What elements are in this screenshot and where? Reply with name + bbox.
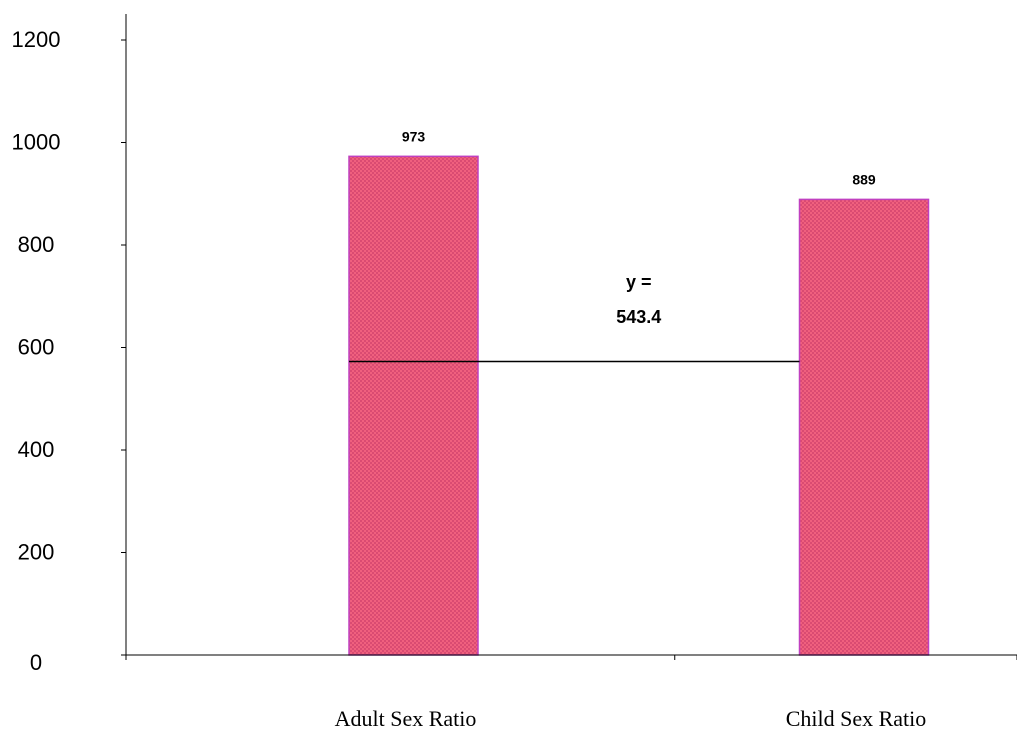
data-label-2: 889 — [852, 171, 876, 187]
y-tick-label-1000: 1000 — [12, 130, 61, 155]
y-tick-label-1200: 1200 — [12, 27, 61, 52]
y-tick-label-600: 600 — [18, 335, 55, 360]
bars-layer — [348, 155, 930, 656]
reference-line-label-line1: y = — [626, 272, 652, 292]
bar-1 — [348, 155, 479, 656]
y-tick-label-0: 0 — [30, 650, 42, 675]
labels-layer: 973 889 y = 543.4 0 200 400 600 800 1000 1200 Adult… — [12, 27, 927, 731]
y-tick-label-200: 200 — [18, 540, 55, 565]
reference-line-label-line2: 543.4 — [616, 307, 661, 327]
category-label-2: Child Sex Ratio — [786, 706, 927, 731]
category-label-1: Adult Sex Ratio — [335, 706, 477, 731]
axis-layer — [121, 14, 1017, 660]
bar-2 — [798, 198, 930, 656]
data-label-1: 973 — [402, 128, 426, 144]
y-tick-label-800: 800 — [18, 232, 55, 257]
y-tick-label-400: 400 — [18, 437, 55, 462]
